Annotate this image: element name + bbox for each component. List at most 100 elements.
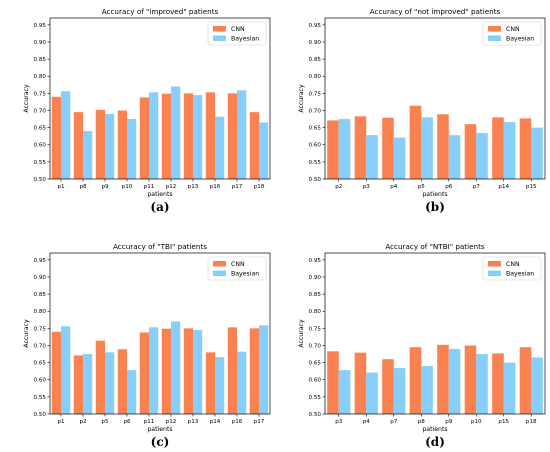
x-tick-label: p3 (335, 419, 343, 425)
y-tick-label: 0.65 (34, 361, 47, 367)
bar-cnn-p11 (139, 332, 149, 414)
x-tick-label: p16 (210, 184, 221, 190)
x-tick-label: p10 (471, 419, 482, 425)
y-tick-label: 0.95 (34, 258, 47, 264)
x-tick-label: p13 (188, 184, 199, 190)
y-tick-label: 0.65 (34, 126, 47, 132)
bar-cnn-p13 (183, 328, 193, 414)
chart-title: Accuracy of "improved" patients (102, 7, 219, 16)
bar-bayesian-p3 (366, 135, 378, 179)
x-tick-label: p8 (418, 419, 426, 425)
y-tick-label: 0.75 (34, 91, 47, 97)
bar-cnn-p2 (73, 355, 83, 414)
x-tick-label: p8 (79, 184, 87, 190)
legend-swatch-bayesian (488, 270, 501, 276)
legend-label: CNN (231, 261, 245, 268)
x-tick-label: p9 (101, 184, 109, 190)
y-tick-label: 0.55 (309, 395, 322, 401)
bar-bayesian-p13 (193, 330, 203, 414)
bar-bayesian-p5 (421, 117, 433, 179)
legend-label: Bayesian (231, 271, 259, 278)
bar-bayesian-p10 (476, 354, 488, 414)
bar-cnn-p6 (117, 349, 127, 414)
bar-cnn-p15 (519, 118, 532, 179)
bar-bayesian-p15 (531, 127, 543, 179)
x-tick-label: p15 (526, 184, 537, 190)
chart-panel-3: Accuracy of "NTBI" patients p3 p4 p7 p8 p9 p10… (298, 242, 546, 449)
y-tick-label: 0.60 (34, 143, 47, 149)
bar-cnn-p14 (492, 117, 504, 179)
x-tick-label: p18 (526, 419, 537, 425)
bar-cnn-p3 (327, 351, 339, 414)
y-tick-label: 0.50 (34, 412, 47, 418)
x-tick-label: p12 (166, 419, 177, 425)
bar-cnn-p16 (205, 92, 215, 179)
panel-caption: (d) (425, 435, 445, 449)
x-tick-label: p3 (363, 184, 371, 190)
chart-panel-0: Accuracy of "improved" patients p1 p8 p9 p10… (23, 7, 271, 214)
y-tick-label: 0.75 (309, 326, 322, 332)
bar-cnn-p17 (249, 328, 259, 414)
bar-cnn-p7 (464, 124, 477, 179)
x-tick-label: p2 (335, 184, 342, 190)
y-axis-label: Accuracy (298, 319, 305, 348)
bar-bayesian-p8 (83, 131, 93, 179)
bar-bayesian-p10 (127, 119, 137, 179)
legend-swatch-cnn (488, 26, 501, 32)
chart-panel-1: Accuracy of "not improved" patients p2 p3 p… (298, 7, 546, 214)
x-tick-label: p17 (232, 184, 243, 190)
y-tick-label: 0.55 (34, 395, 47, 401)
x-tick-label: p10 (122, 184, 133, 190)
x-axis-label: patients (422, 191, 447, 198)
bar-cnn-p10 (464, 345, 477, 414)
y-tick-label: 0.95 (309, 23, 322, 29)
y-tick-label: 0.75 (309, 91, 322, 97)
legend-swatch-cnn (488, 261, 501, 267)
bar-bayesian-p18 (531, 357, 543, 414)
chart-title: Accuracy of "NTBI" patients (385, 242, 485, 251)
y-tick-label: 0.85 (34, 57, 47, 63)
bar-cnn-p6 (437, 114, 449, 179)
x-tick-label: p6 (123, 419, 131, 425)
x-tick-label: p4 (363, 419, 371, 425)
x-tick-label: p4 (390, 184, 398, 190)
bar-bayesian-p4 (366, 372, 378, 414)
y-tick-label: 0.90 (34, 40, 47, 46)
x-tick-label: p11 (144, 184, 155, 190)
bar-bayesian-p6 (448, 135, 461, 179)
bar-cnn-p13 (183, 93, 193, 179)
x-tick-label: p2 (79, 419, 86, 425)
y-tick-label: 0.80 (309, 74, 322, 80)
x-tick-label: p14 (210, 419, 221, 425)
bar-cnn-p10 (117, 110, 127, 179)
panel-caption: (c) (151, 435, 170, 449)
x-tick-label: p14 (498, 184, 509, 190)
legend-swatch-cnn (213, 26, 226, 32)
y-axis-label: Accuracy (298, 84, 305, 113)
x-tick-label: p16 (232, 419, 243, 425)
plot-frame (324, 252, 546, 415)
legend-swatch-bayesian (488, 35, 501, 41)
bar-bayesian-p16 (215, 116, 225, 179)
y-axis-label: Accuracy (23, 319, 30, 348)
bar-bayesian-p1 (61, 91, 71, 179)
bar-cnn-p17 (227, 93, 237, 179)
bar-bayesian-p14 (215, 357, 225, 414)
bar-bayesian-p1 (61, 326, 71, 414)
bar-cnn-p9 (437, 344, 449, 414)
y-tick-label: 0.60 (309, 143, 322, 149)
x-tick-label: p18 (254, 184, 265, 190)
bar-bayesian-p13 (193, 95, 203, 179)
bar-cnn-p15 (492, 353, 504, 414)
bar-cnn-p18 (249, 112, 259, 179)
bar-bayesian-p4 (393, 137, 406, 179)
bar-cnn-p4 (382, 117, 394, 179)
y-tick-label: 0.55 (309, 160, 322, 166)
y-tick-label: 0.95 (309, 258, 322, 264)
y-tick-label: 0.75 (34, 326, 47, 332)
x-tick-label: p1 (57, 184, 65, 190)
bar-bayesian-p8 (421, 366, 433, 414)
x-tick-label: p9 (445, 419, 453, 425)
y-tick-label: 0.50 (34, 177, 47, 183)
legend-label: Bayesian (506, 271, 534, 278)
